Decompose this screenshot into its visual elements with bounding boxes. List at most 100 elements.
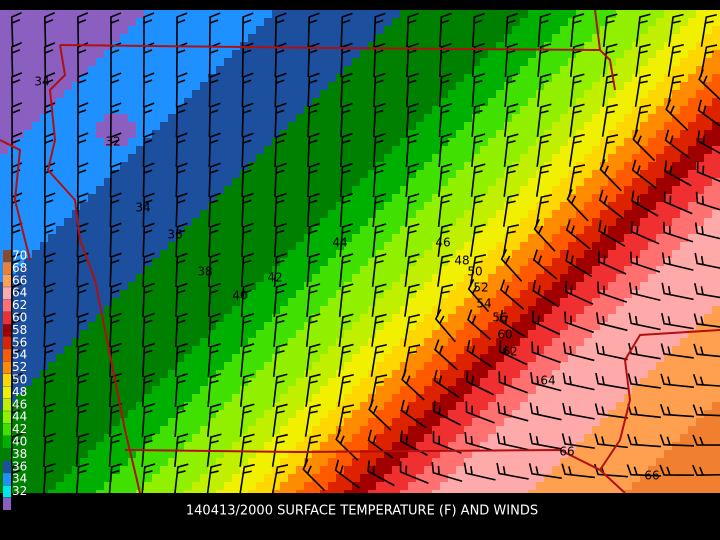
temperature-cell <box>568 106 576 114</box>
temperature-cell <box>608 250 616 258</box>
temperature-cell <box>120 314 128 322</box>
temperature-cell <box>536 218 544 226</box>
temperature-cell <box>512 418 520 426</box>
temperature-cell <box>528 66 536 74</box>
temperature-cell <box>648 386 656 394</box>
temperature-cell <box>232 242 240 250</box>
temperature-cell <box>480 194 488 202</box>
temperature-cell <box>56 90 64 98</box>
temperature-cell <box>688 50 696 58</box>
temperature-cell <box>32 338 40 346</box>
temperature-cell <box>296 434 304 442</box>
temperature-cell <box>104 162 112 170</box>
temperature-cell <box>80 266 88 274</box>
temperature-cell <box>264 402 272 410</box>
temperature-cell <box>192 138 200 146</box>
temperature-cell <box>440 242 448 250</box>
temperature-cell <box>240 402 248 410</box>
temperature-cell <box>32 90 40 98</box>
temperature-cell <box>624 258 632 266</box>
temperature-cell <box>656 202 664 210</box>
temperature-cell <box>400 386 408 394</box>
temperature-cell <box>480 402 488 410</box>
temperature-cell <box>152 274 160 282</box>
temperature-cell <box>344 10 352 18</box>
temperature-cell <box>208 82 216 90</box>
temperature-cell <box>192 226 200 234</box>
temperature-cell <box>104 66 112 74</box>
temperature-cell <box>648 226 656 234</box>
temperature-cell <box>144 194 152 202</box>
temperature-cell <box>128 34 136 42</box>
temperature-cell <box>496 194 504 202</box>
temperature-cell <box>688 434 696 442</box>
temperature-cell <box>376 442 384 450</box>
temperature-cell <box>56 402 64 410</box>
temperature-cell <box>112 26 120 34</box>
temperature-cell <box>64 186 72 194</box>
temperature-cell <box>128 178 136 186</box>
temperature-cell <box>216 346 224 354</box>
temperature-cell <box>456 162 464 170</box>
temperature-cell <box>568 162 576 170</box>
temperature-cell <box>432 170 440 178</box>
temperature-cell <box>360 10 368 18</box>
temperature-cell <box>48 322 56 330</box>
temperature-cell <box>584 90 592 98</box>
temperature-cell <box>416 210 424 218</box>
temperature-cell <box>176 386 184 394</box>
temperature-cell <box>592 378 600 386</box>
temperature-cell <box>280 418 288 426</box>
temperature-cell <box>552 138 560 146</box>
temperature-cell <box>232 66 240 74</box>
temperature-cell <box>680 26 688 34</box>
temperature-cell <box>552 10 560 18</box>
temperature-cell <box>544 218 552 226</box>
temperature-cell <box>264 266 272 274</box>
temperature-cell <box>640 106 648 114</box>
temperature-cell <box>160 98 168 106</box>
temperature-cell <box>344 290 352 298</box>
temperature-cell <box>352 50 360 58</box>
temperature-cell <box>656 362 664 370</box>
temperature-cell <box>496 162 504 170</box>
temperature-cell <box>120 202 128 210</box>
temperature-cell <box>184 434 192 442</box>
temperature-cell <box>200 274 208 282</box>
temperature-cell <box>448 338 456 346</box>
temperature-cell <box>32 130 40 138</box>
temperature-cell <box>576 426 584 434</box>
temperature-cell <box>200 362 208 370</box>
temperature-cell <box>592 298 600 306</box>
temperature-cell <box>528 362 536 370</box>
temperature-cell <box>120 282 128 290</box>
temperature-cell <box>496 26 504 34</box>
temperature-cell <box>608 226 616 234</box>
temperature-cell <box>232 18 240 26</box>
temperature-cell <box>56 354 64 362</box>
temperature-cell <box>376 74 384 82</box>
temperature-cell <box>216 226 224 234</box>
temperature-cell <box>336 146 344 154</box>
temperature-cell <box>192 162 200 170</box>
temperature-cell <box>336 58 344 66</box>
temperature-cell <box>288 42 296 50</box>
temperature-cell <box>656 386 664 394</box>
temperature-cell <box>80 114 88 122</box>
temperature-cell <box>416 218 424 226</box>
temperature-cell <box>544 370 552 378</box>
temperature-cell <box>408 394 416 402</box>
temperature-cell <box>0 162 8 170</box>
temperature-cell <box>120 306 128 314</box>
temperature-cell <box>496 402 504 410</box>
temperature-cell <box>192 130 200 138</box>
temperature-cell <box>456 402 464 410</box>
temperature-cell <box>584 18 592 26</box>
temperature-cell <box>488 242 496 250</box>
temperature-cell <box>688 202 696 210</box>
temperature-cell <box>208 234 216 242</box>
temperature-cell <box>328 26 336 34</box>
temperature-cell <box>656 234 664 242</box>
temperature-cell <box>136 114 144 122</box>
temperature-cell <box>344 202 352 210</box>
